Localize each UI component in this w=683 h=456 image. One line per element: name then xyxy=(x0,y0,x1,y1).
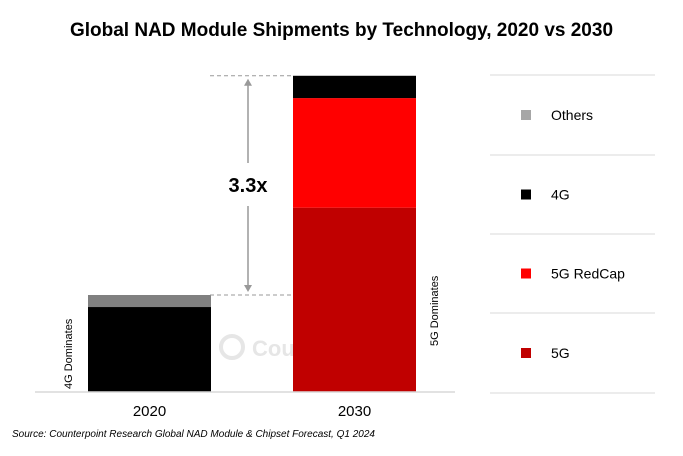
legend-swatch-5g xyxy=(521,348,531,358)
bar-annotation-2030: 5G Dominates xyxy=(429,275,441,346)
legend-swatch-others xyxy=(521,110,531,120)
watermark-logo-icon xyxy=(219,334,245,360)
chart-title: Global NAD Module Shipments by Technolog… xyxy=(69,20,614,41)
bar-2030-4g xyxy=(293,75,416,99)
bar-2030-5g-redcap xyxy=(293,98,416,208)
legend-swatch-5g-redcap xyxy=(521,268,531,279)
growth-label: 3.3x xyxy=(229,175,268,197)
bar-2020-others xyxy=(88,295,211,308)
arrow-down-icon xyxy=(244,285,252,292)
legend-label: 4G xyxy=(551,187,570,203)
legend-label: 5G RedCap xyxy=(551,266,625,282)
bar-annotation-2020: 4G Dominates xyxy=(63,318,75,389)
legend-label: Others xyxy=(551,107,593,123)
x-tick-label: 2030 xyxy=(338,403,371,420)
source-note: Source: Counterpoint Research Global NAD… xyxy=(12,429,375,440)
arrow-up-icon xyxy=(244,78,252,86)
legend-swatch-4g xyxy=(521,189,531,200)
x-tick-label: 2020 xyxy=(133,403,166,420)
legend-label: 5G xyxy=(551,345,570,361)
bar-2020-4g xyxy=(88,307,211,392)
bar-2030-5g xyxy=(293,207,416,392)
